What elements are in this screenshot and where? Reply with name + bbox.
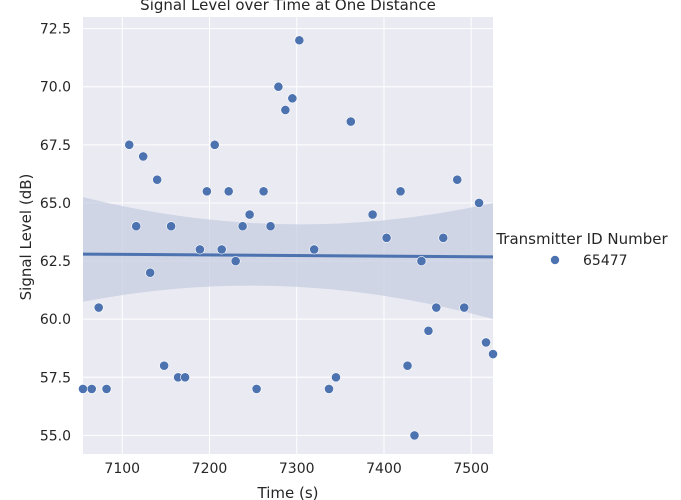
data-point — [280, 105, 291, 115]
data-point — [402, 360, 413, 371]
x-tick-label: 7500 — [453, 461, 489, 477]
data-point — [367, 209, 378, 220]
data-point — [78, 384, 88, 394]
x-tick-label: 7200 — [192, 461, 228, 477]
y-tick-label: 57.5 — [40, 370, 71, 386]
data-point — [474, 198, 484, 208]
regression-line-group — [82, 252, 494, 259]
data-point — [273, 81, 284, 92]
legend-title: Transmitter ID Number — [495, 230, 668, 248]
data-point — [138, 151, 149, 162]
data-point — [209, 139, 220, 150]
x-tick-label: 7100 — [104, 461, 140, 477]
data-point — [251, 384, 262, 394]
y-axis-label: Signal Level (dB) — [17, 174, 35, 301]
y-tick-label: 72.5 — [40, 22, 71, 38]
data-point — [452, 174, 463, 185]
data-point — [416, 256, 427, 266]
legend: Transmitter ID Number 65477 — [495, 230, 668, 269]
legend-marker — [550, 255, 560, 265]
data-point — [481, 337, 491, 348]
data-point — [331, 372, 341, 383]
chart-title: Signal Level over Time at One Distance — [140, 0, 436, 14]
x-tick-label: 7400 — [366, 461, 402, 477]
data-point — [345, 116, 356, 127]
data-point — [287, 93, 298, 104]
data-point — [309, 244, 320, 255]
data-point — [201, 186, 212, 197]
data-point — [180, 372, 190, 383]
data-point — [324, 384, 334, 394]
x-tick-label: 7300 — [279, 461, 315, 477]
data-point — [216, 244, 227, 255]
data-point — [265, 221, 276, 232]
x-tick-labels: 7100 7200 7300 7400 7500 — [104, 461, 489, 477]
data-point — [488, 349, 498, 359]
data-point — [258, 186, 269, 197]
legend-label: 65477 — [583, 253, 628, 269]
data-point — [124, 139, 135, 150]
data-point — [166, 221, 177, 232]
y-tick-labels: 55.0 57.5 60.0 62.5 65.0 67.5 70.0 72.5 — [40, 22, 71, 445]
data-point — [101, 384, 112, 394]
data-point — [244, 209, 255, 220]
data-point — [395, 186, 406, 197]
confidence-band-area — [83, 197, 493, 320]
confidence-band — [83, 197, 493, 320]
data-point — [131, 221, 142, 232]
y-tick-label: 70.0 — [40, 80, 71, 96]
x-axis-label: Time (s) — [257, 484, 319, 500]
y-tick-label: 67.5 — [40, 138, 71, 154]
y-tick-label: 62.5 — [40, 254, 71, 270]
y-tick-label: 65.0 — [40, 196, 71, 212]
data-point — [159, 360, 170, 371]
y-tick-label: 55.0 — [40, 428, 71, 444]
data-point — [93, 302, 104, 313]
data-point — [194, 244, 205, 255]
data-point — [423, 325, 434, 336]
data-point — [152, 174, 163, 185]
data-point — [459, 302, 470, 313]
data-point — [86, 384, 97, 394]
data-point — [294, 35, 305, 46]
data-point — [230, 256, 241, 266]
data-point — [223, 186, 234, 197]
data-point — [431, 302, 442, 313]
data-point — [237, 221, 248, 232]
data-point — [438, 232, 449, 243]
data-point — [381, 232, 392, 243]
data-points — [78, 35, 498, 441]
regression-line — [82, 252, 494, 259]
data-point — [409, 430, 420, 441]
y-tick-label: 60.0 — [40, 312, 71, 328]
data-point — [145, 267, 156, 278]
